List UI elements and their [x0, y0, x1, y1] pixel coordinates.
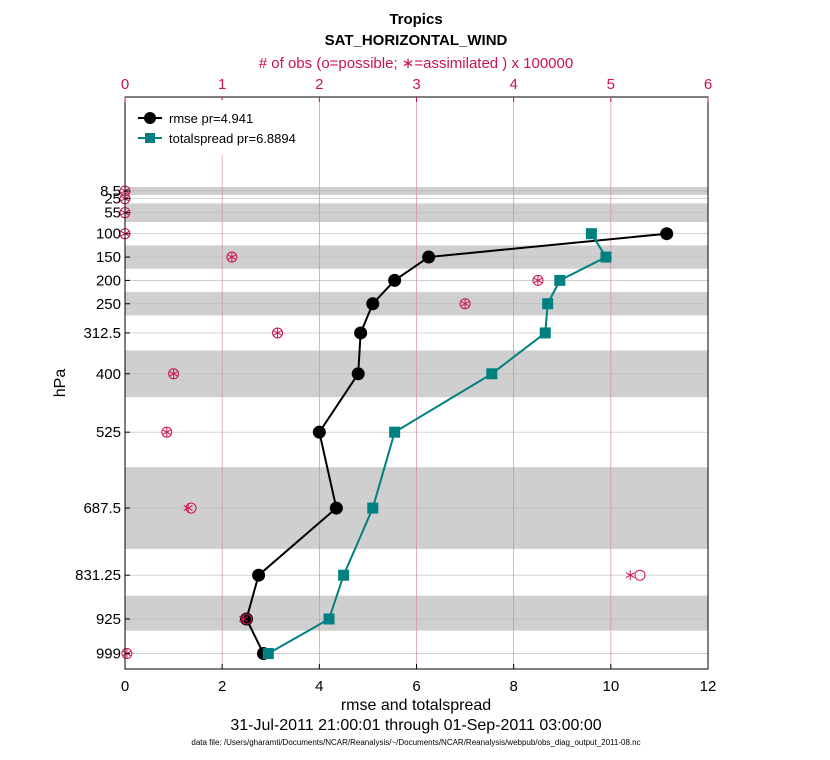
rmse-point [388, 273, 402, 287]
asterisk-stroke [460, 300, 470, 307]
totalspread-point [585, 228, 597, 240]
totalspread-point [542, 298, 554, 310]
totalspread-point [338, 569, 350, 581]
obs-assimilated-marker [183, 503, 193, 514]
rmse-point [366, 297, 380, 311]
totalspread-point [539, 327, 551, 339]
chart-subtitle: SAT_HORIZONTAL_WIND [325, 32, 508, 49]
chart-title: Tropics [389, 11, 442, 28]
legend: rmse pr=4.941 totalspread pr=6.8894 [128, 100, 318, 155]
x-tick-label: 8 [509, 678, 517, 695]
y-tick-label: 312.5 [83, 325, 121, 342]
obs-count-layer [119, 185, 646, 660]
x-tick-label: 12 [700, 678, 717, 695]
legend-spread-label: totalspread pr=6.8894 [169, 131, 296, 146]
obs-possible-marker [185, 502, 197, 514]
x-tick-label: 6 [412, 678, 420, 695]
asterisk-stroke [238, 616, 249, 622]
obs-assimilated-marker [533, 275, 543, 286]
y-tick-label: 687.5 [83, 500, 121, 517]
y-axis-label: hPa [52, 369, 69, 398]
asterisk-stroke [625, 572, 635, 579]
asterisk-stroke [169, 370, 179, 377]
x-tick-label: 4 [315, 678, 323, 695]
totalspread-point [486, 368, 498, 380]
rmse-point [354, 326, 368, 340]
y-tick-label: 525 [96, 424, 121, 441]
y-tick-label: 999 [96, 646, 121, 663]
legend-box [128, 100, 318, 155]
obs-assimilated-marker [238, 613, 249, 624]
top-tick-label: 0 [121, 76, 129, 93]
totalspread-point [389, 426, 401, 438]
x-axis-label: rmse and totalspread [341, 697, 491, 714]
obs-assimilated-marker [460, 298, 470, 309]
asterisk-stroke [227, 254, 237, 260]
asterisk-stroke [272, 330, 283, 336]
time-range-label: 31-Jul-2011 21:00:01 through 01-Sep-2011… [230, 717, 601, 734]
legend-rmse-label: rmse pr=4.941 [169, 111, 253, 126]
top-axis-label: # of obs (o=possible; ∗=assimilated ) x … [259, 55, 573, 72]
y-tick-label: 25 [104, 191, 121, 208]
top-tick-label: 5 [607, 76, 615, 93]
obs-assimilated-marker [169, 368, 179, 379]
y-tick-label: 831.25 [75, 567, 121, 584]
obs-assimilated-marker [162, 427, 172, 438]
asterisk-stroke [162, 429, 172, 436]
top-tick-label: 2 [315, 76, 323, 93]
obs-possible-marker [240, 613, 252, 625]
top-tick-label: 3 [412, 76, 420, 93]
y-tick-label: 150 [96, 249, 121, 266]
data-file-footnote: data file: /Users/gharamti/Documents/NCA… [191, 738, 640, 747]
rmse-point [329, 501, 343, 515]
asterisk-stroke [533, 277, 543, 284]
y-tick-label: 250 [96, 296, 121, 313]
rmse-point [252, 568, 266, 582]
totalspread-point [600, 251, 612, 263]
totalspread-point [262, 648, 274, 660]
x-tick-label: 2 [218, 678, 226, 695]
totalspread-point [367, 502, 379, 514]
obs-possible-marker [634, 569, 646, 581]
top-tick-label: 6 [704, 76, 712, 93]
y-tick-label: 200 [96, 272, 121, 289]
x-tick-label: 10 [602, 678, 619, 695]
bottom-axis-ticks: 0 2 4 6 8 10 12 [121, 664, 717, 695]
obs-assimilated-marker [227, 252, 237, 263]
totalspread-point [554, 274, 566, 286]
y-tick-label: 925 [96, 611, 121, 628]
top-tick-label: 1 [218, 76, 226, 93]
totalspread-point [323, 613, 335, 625]
obs-assimilated-marker [625, 570, 635, 581]
rmse-point [312, 425, 326, 439]
y-tick-label: 55 [104, 205, 121, 222]
y-tick-label: 100 [96, 226, 121, 243]
legend-spread-marker [145, 133, 155, 143]
rmse-point [660, 227, 674, 241]
rmse-point [351, 367, 365, 381]
rmse-point [422, 250, 436, 264]
y-tick-label: 400 [96, 366, 121, 383]
y-tick-label: 8.5 [100, 183, 121, 200]
legend-rmse-marker [144, 112, 156, 124]
asterisk-stroke [183, 505, 193, 511]
top-tick-label: 4 [509, 76, 517, 93]
x-tick-label: 0 [121, 678, 129, 695]
obs-assimilated-marker [272, 327, 283, 338]
series-layer [239, 227, 674, 661]
